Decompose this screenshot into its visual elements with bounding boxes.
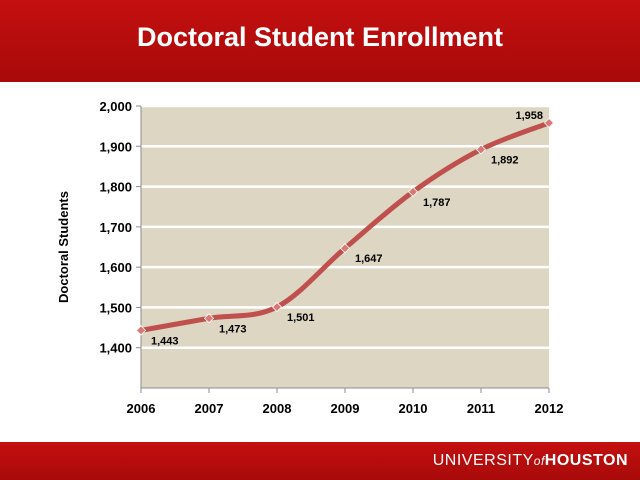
y-tick-label: 1,800 <box>99 180 132 195</box>
y-tick-label: 1,700 <box>99 220 132 235</box>
university-logo: UNIVERSITYofHOUSTON <box>432 452 628 469</box>
data-point <box>135 325 147 336</box>
x-tick-label: 2010 <box>399 401 428 416</box>
data-markers <box>135 117 555 336</box>
data-label: 1,892 <box>491 155 519 167</box>
data-label: 1,647 <box>355 253 383 265</box>
y-tick-label: 1,500 <box>99 300 132 315</box>
axes <box>136 105 550 393</box>
x-tick-label: 2007 <box>195 401 224 416</box>
data-point <box>407 186 419 197</box>
data-label: 1,501 <box>287 312 315 324</box>
title-banner: Doctoral Student Enrollment <box>0 0 640 82</box>
y-tick-label: 1,400 <box>99 341 132 356</box>
slide-title: Doctoral Student Enrollment <box>136 22 504 52</box>
data-label: 1,787 <box>423 197 451 209</box>
y-tick-label: 1,900 <box>99 139 132 154</box>
x-tick-label: 2012 <box>535 401 564 416</box>
data-label: 1,958 <box>515 110 543 122</box>
x-tick-label: 2011 <box>467 401 495 416</box>
data-point <box>543 117 555 129</box>
tick-labels: 1,400 1,500 1,600 1,700 1,800 1,900 2,000 2006 2… <box>99 99 563 416</box>
data-point <box>339 243 351 254</box>
y-tick-label: 2,000 <box>99 99 132 114</box>
x-tick-label: 2008 <box>263 401 292 416</box>
y-tick-label: 1,600 <box>99 260 132 275</box>
data-label: 1,473 <box>219 323 247 335</box>
data-point <box>203 313 215 324</box>
data-point <box>475 144 487 155</box>
y-axis-label: Doctoral Students <box>56 191 71 303</box>
footer-banner: UNIVERSITYofHOUSTON <box>0 442 640 480</box>
x-tick-label: 2009 <box>331 401 360 416</box>
data-point <box>271 301 283 313</box>
enrollment-line-chart: 1,400 1,500 1,600 1,700 1,800 1,900 2,000 2006 2… <box>56 99 563 416</box>
data-label: 1,443 <box>151 335 179 347</box>
data-labels: 1,443 1,473 1,501 1,647 1,787 1,892 1,958 <box>151 110 543 347</box>
x-tick-label: 2006 <box>127 401 156 416</box>
